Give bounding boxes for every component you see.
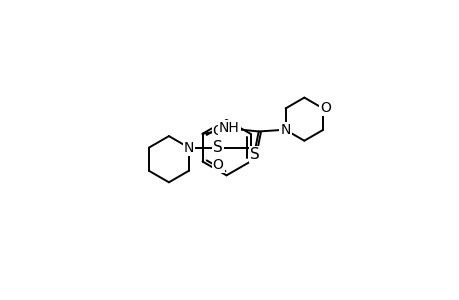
Text: S: S xyxy=(213,140,223,155)
Text: O: O xyxy=(212,158,223,172)
Text: N: N xyxy=(183,141,194,155)
Text: O: O xyxy=(319,101,330,116)
Text: N: N xyxy=(280,123,290,137)
Text: S: S xyxy=(249,147,259,162)
Text: O: O xyxy=(212,124,223,138)
Text: NH: NH xyxy=(218,121,239,135)
